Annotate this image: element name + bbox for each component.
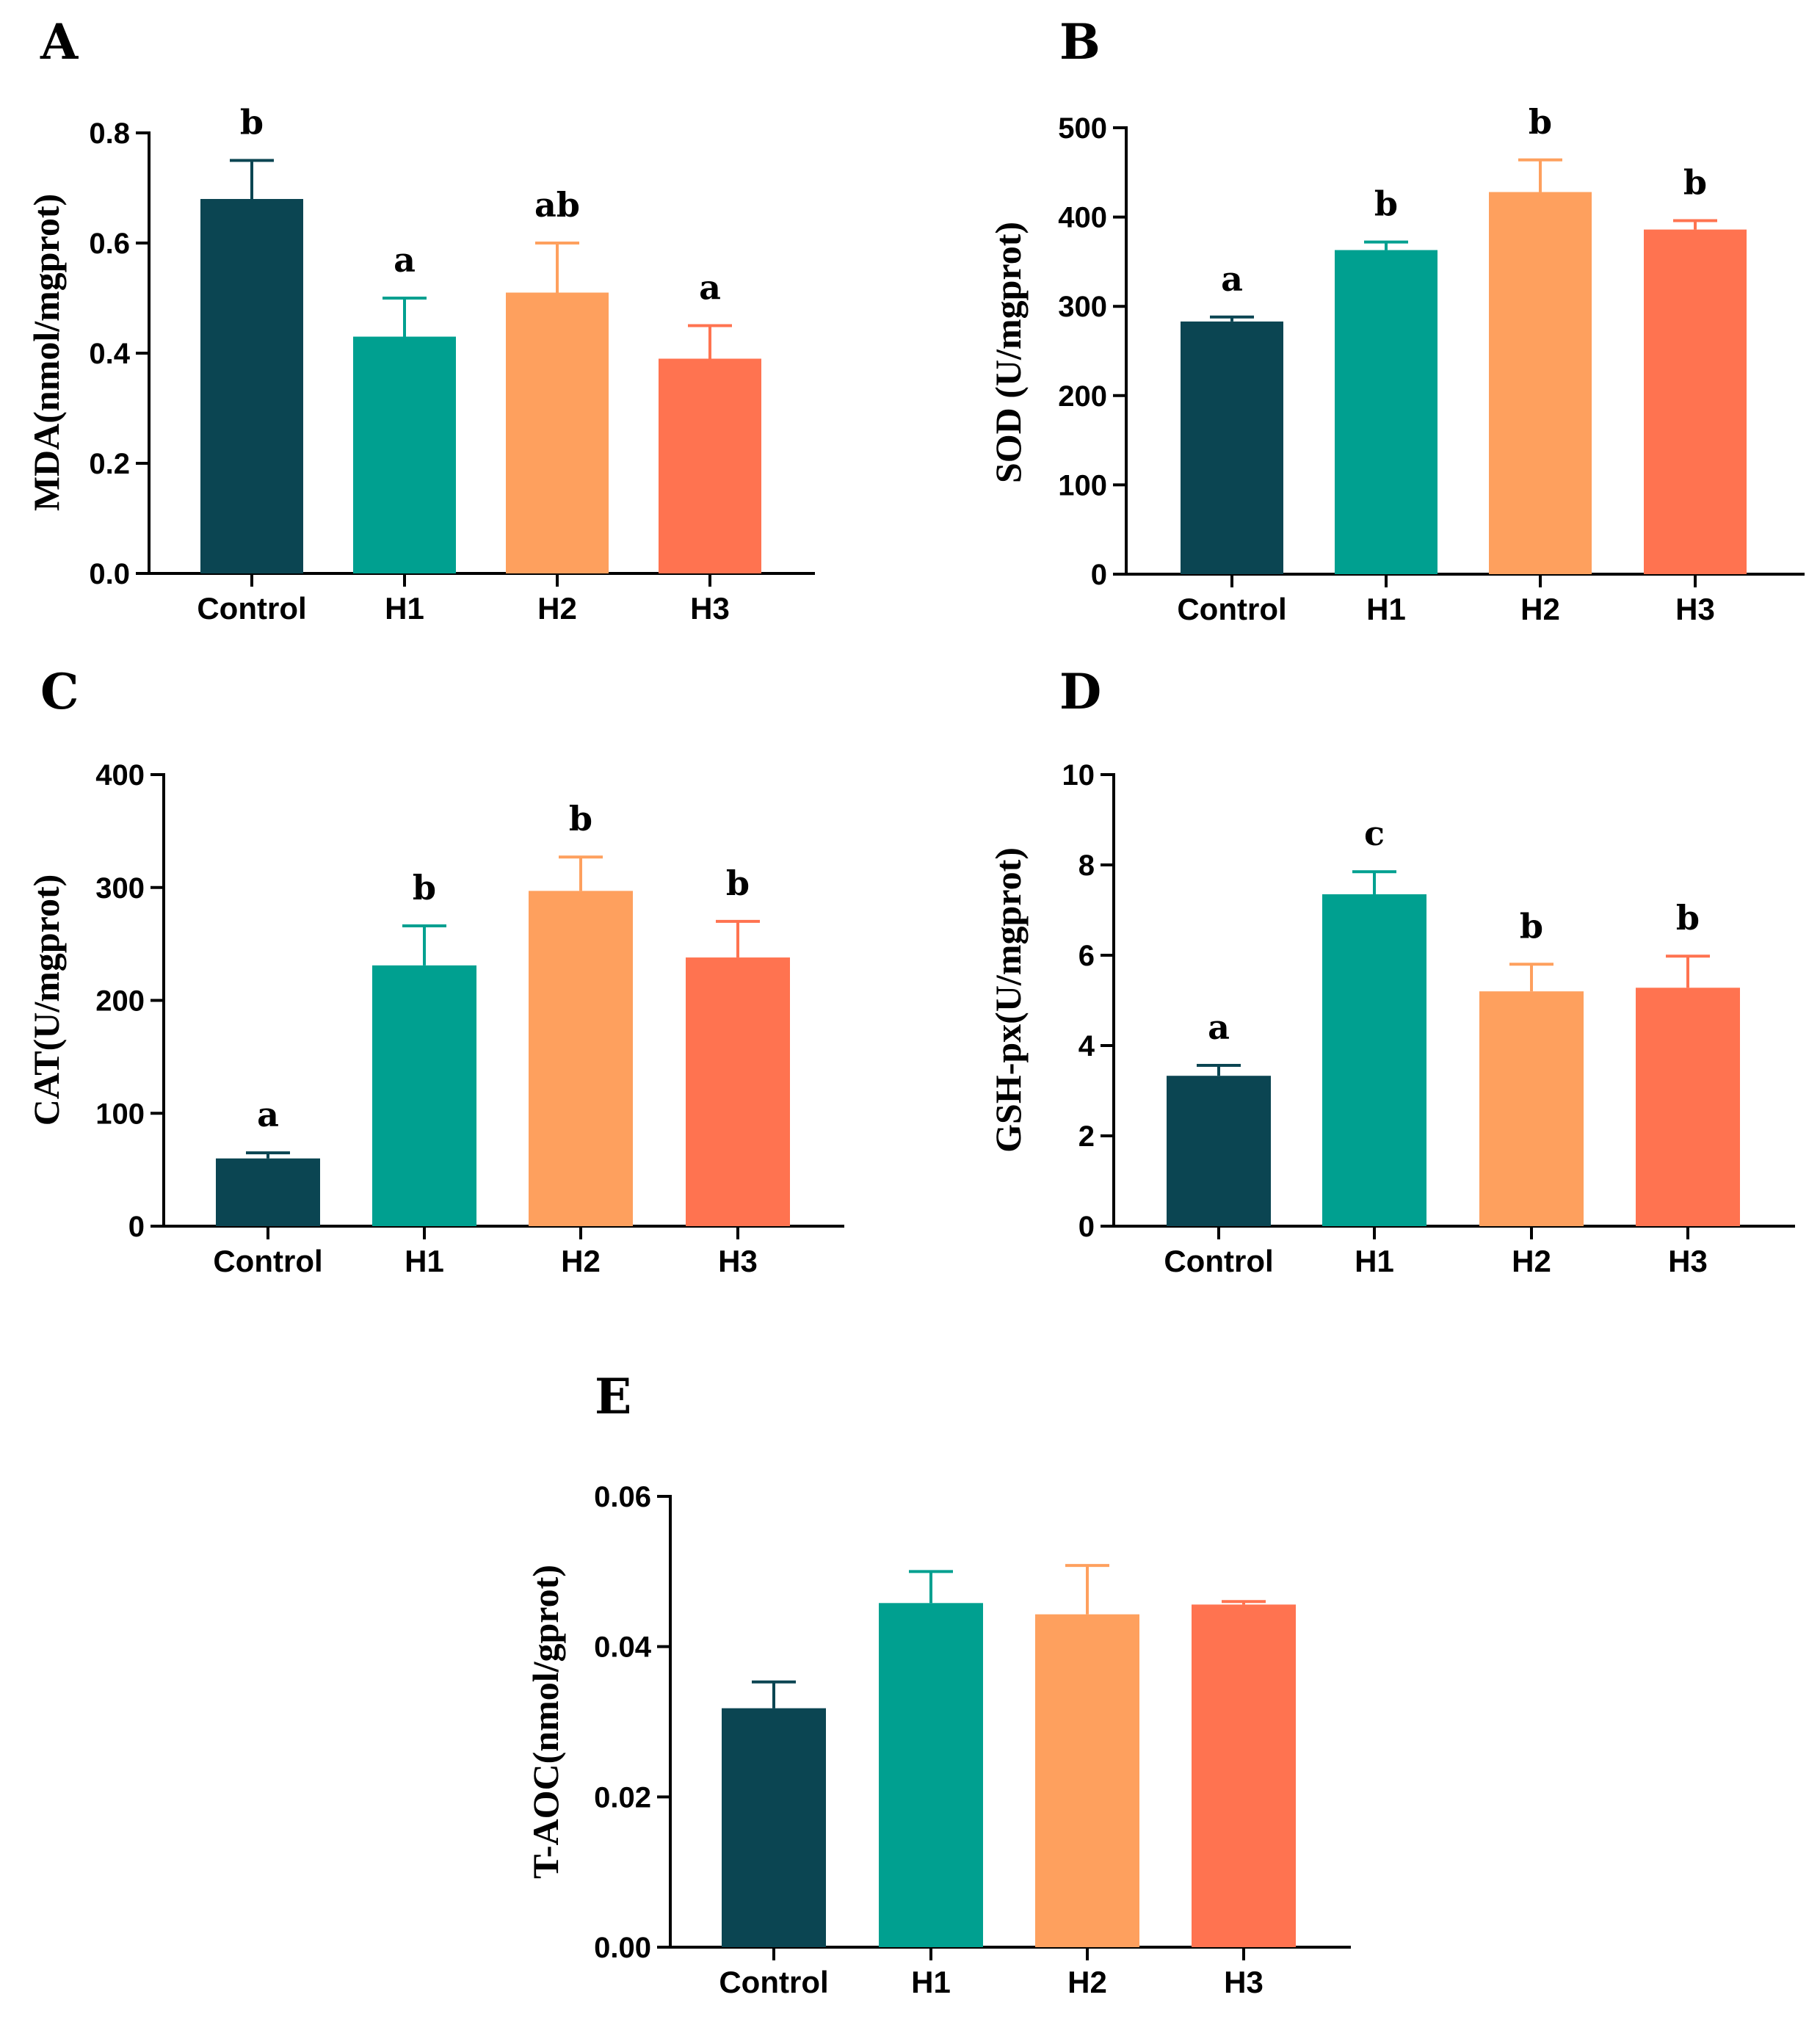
bar-h2 xyxy=(506,292,609,573)
significance-label: b xyxy=(1683,162,1707,202)
significance-label: c xyxy=(1364,814,1385,853)
significance-label: a xyxy=(1221,259,1243,299)
x-tick-label: Control xyxy=(719,1965,828,1999)
bar-h1 xyxy=(1335,250,1437,574)
x-tick-label: H3 xyxy=(1668,1244,1708,1278)
panel-letter-E: E xyxy=(595,1368,631,1425)
y-tick-label: 0.2 xyxy=(89,448,130,480)
y-tick-label: 0.00 xyxy=(594,1932,651,1964)
y-tick-label: 0.8 xyxy=(89,117,130,150)
significance-label: ab xyxy=(534,185,580,225)
bar-h2 xyxy=(529,891,633,1226)
y-tick-label: 200 xyxy=(1058,380,1107,413)
bar-h2 xyxy=(1479,991,1584,1226)
x-tick-label: H1 xyxy=(405,1244,444,1278)
panel-B: B SOD (U/mgprot) 0 100 200 300 400 500 Control a H… xyxy=(987,13,1805,626)
y-tick-label: 8 xyxy=(1078,850,1095,882)
panel-C: C CAT(U/mgprot) 0 100 200 300 400 Control a H1 b H2… xyxy=(26,663,844,1278)
y-tick-label: 0.6 xyxy=(89,228,130,260)
bar-h2 xyxy=(1035,1614,1139,1947)
y-tick-label: 0 xyxy=(128,1211,145,1243)
x-tick-label: H1 xyxy=(1355,1244,1394,1278)
y-axis-label: T-AOC(nmol/gprot) xyxy=(525,1565,566,1879)
bar-control xyxy=(1181,321,1283,574)
significance-label: a xyxy=(699,268,721,308)
y-tick-label: 300 xyxy=(95,872,145,905)
y-tick-label: 400 xyxy=(1058,202,1107,234)
y-tick-label: 300 xyxy=(1058,291,1107,323)
x-tick-label: H3 xyxy=(690,591,730,626)
y-tick-label: 0.04 xyxy=(594,1631,652,1664)
x-tick-label: H1 xyxy=(1366,592,1406,626)
x-tick-label: H3 xyxy=(1224,1965,1264,1999)
x-tick-label: H2 xyxy=(1512,1244,1551,1278)
x-tick-label: H2 xyxy=(1520,592,1560,626)
bar-h1 xyxy=(372,965,476,1226)
significance-label: b xyxy=(1676,898,1700,938)
y-tick-label: 100 xyxy=(95,1098,145,1130)
y-tick-label: 100 xyxy=(1058,469,1107,501)
bar-h3 xyxy=(1636,988,1740,1226)
bar-h2 xyxy=(1489,192,1592,574)
panel-A: A MDA(nmol/mgprot) 0.0 0.2 0.4 0.6 0.8 Control b… xyxy=(26,13,815,626)
y-tick-label: 0.06 xyxy=(594,1481,651,1513)
y-tick-label: 0 xyxy=(1078,1211,1095,1243)
y-tick-label: 0.4 xyxy=(89,338,130,370)
y-tick-label: 0.02 xyxy=(594,1781,651,1814)
y-tick-label: 200 xyxy=(95,985,145,1018)
panel-E: E T-AOC(nmol/gprot) 0.00 0.02 0.04 0.06 Contro… xyxy=(525,1368,1351,1999)
x-tick-label: H1 xyxy=(385,591,424,626)
bar-h1 xyxy=(353,336,456,573)
significance-label: a xyxy=(394,240,416,280)
significance-label: b xyxy=(726,863,750,903)
significance-label: a xyxy=(257,1095,279,1134)
significance-label: b xyxy=(413,868,436,908)
x-tick-label: Control xyxy=(1177,592,1286,626)
bar-control xyxy=(216,1158,320,1226)
bar-h3 xyxy=(1192,1604,1296,1947)
y-axis-label: MDA(nmol/mgprot) xyxy=(26,194,67,511)
panel-letter-D: D xyxy=(1059,663,1101,720)
y-tick-label: 400 xyxy=(95,759,145,791)
x-tick-label: Control xyxy=(197,591,306,626)
bar-control xyxy=(1167,1076,1271,1226)
x-tick-label: H2 xyxy=(561,1244,601,1278)
significance-label: a xyxy=(1208,1007,1230,1047)
x-tick-label: Control xyxy=(1164,1244,1273,1278)
x-tick-label: H3 xyxy=(718,1244,758,1278)
bar-h1 xyxy=(879,1603,983,1947)
y-axis-label: GSH-px(U/mgprot) xyxy=(987,847,1029,1153)
significance-label: b xyxy=(1374,184,1398,224)
x-tick-label: H1 xyxy=(911,1965,951,1999)
bar-control xyxy=(200,199,303,573)
panel-letter-C: C xyxy=(40,663,79,720)
x-tick-label: H2 xyxy=(1067,1965,1107,1999)
significance-label: b xyxy=(240,103,264,142)
y-axis-label: CAT(U/mgprot) xyxy=(26,874,67,1126)
y-tick-label: 0.0 xyxy=(89,558,130,590)
y-tick-label: 0 xyxy=(1091,559,1107,591)
x-tick-label: H2 xyxy=(537,591,577,626)
x-tick-label: Control xyxy=(213,1244,322,1278)
panel-D: D GSH-px(U/mgprot) 0 2 4 6 8 10 Control a H1 c H2 b H3… xyxy=(987,663,1795,1278)
y-tick-label: 10 xyxy=(1062,759,1095,791)
significance-label: b xyxy=(1529,102,1552,142)
bar-control xyxy=(722,1708,826,1947)
y-tick-label: 2 xyxy=(1078,1120,1095,1153)
x-tick-label: H3 xyxy=(1675,592,1715,626)
significance-label: b xyxy=(569,799,592,838)
y-axis-label: SOD (U/mgprot) xyxy=(987,222,1029,483)
y-tick-label: 6 xyxy=(1078,940,1095,972)
bar-h3 xyxy=(659,358,761,573)
panel-letter-A: A xyxy=(40,13,79,70)
bar-h3 xyxy=(1644,229,1747,574)
y-tick-label: 4 xyxy=(1078,1030,1095,1062)
panel-letter-B: B xyxy=(1059,13,1101,70)
bar-h3 xyxy=(686,957,790,1226)
bar-h1 xyxy=(1322,894,1426,1226)
y-tick-label: 500 xyxy=(1058,112,1107,145)
significance-label: b xyxy=(1520,906,1543,946)
